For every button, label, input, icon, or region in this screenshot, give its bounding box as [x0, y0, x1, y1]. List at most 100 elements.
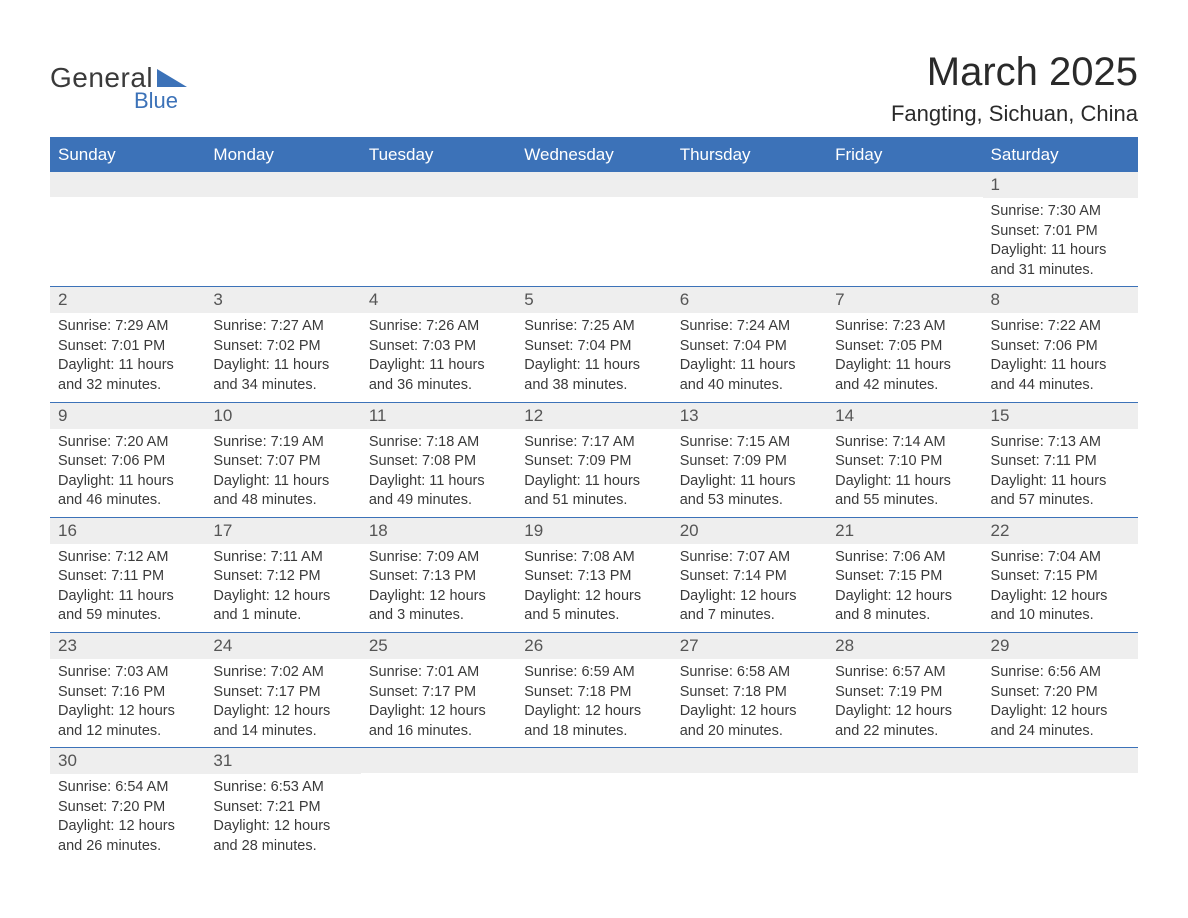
sunset-line: Sunset: 7:10 PM — [835, 452, 974, 472]
sunrise-line: Sunrise: 7:09 AM — [369, 548, 508, 568]
calendar-cell — [827, 748, 982, 863]
sunrise-line: Sunrise: 6:58 AM — [680, 663, 819, 683]
day-body: Sunrise: 7:11 AMSunset: 7:12 PMDaylight:… — [205, 544, 360, 632]
day-number: 5 — [516, 287, 671, 313]
day-body: Sunrise: 6:58 AMSunset: 7:18 PMDaylight:… — [672, 659, 827, 747]
sunrise-line: Sunrise: 7:19 AM — [213, 433, 352, 453]
calendar-week-row: 2Sunrise: 7:29 AMSunset: 7:01 PMDaylight… — [50, 287, 1138, 402]
calendar-cell: 4Sunrise: 7:26 AMSunset: 7:03 PMDaylight… — [361, 287, 516, 402]
day-body: Sunrise: 7:12 AMSunset: 7:11 PMDaylight:… — [50, 544, 205, 632]
calendar-cell: 7Sunrise: 7:23 AMSunset: 7:05 PMDaylight… — [827, 287, 982, 402]
day-body: Sunrise: 7:27 AMSunset: 7:02 PMDaylight:… — [205, 313, 360, 401]
calendar-week-row: 9Sunrise: 7:20 AMSunset: 7:06 PMDaylight… — [50, 402, 1138, 517]
calendar-cell — [983, 748, 1138, 863]
day-number: 7 — [827, 287, 982, 313]
calendar-cell: 29Sunrise: 6:56 AMSunset: 7:20 PMDayligh… — [983, 633, 1138, 748]
sunrise-line: Sunrise: 6:59 AM — [524, 663, 663, 683]
calendar-week-row: 16Sunrise: 7:12 AMSunset: 7:11 PMDayligh… — [50, 517, 1138, 632]
sunset-line: Sunset: 7:06 PM — [991, 337, 1130, 357]
calendar-cell: 14Sunrise: 7:14 AMSunset: 7:10 PMDayligh… — [827, 402, 982, 517]
header: General Blue March 2025 Fangting, Sichua… — [50, 50, 1138, 127]
day-body: Sunrise: 7:04 AMSunset: 7:15 PMDaylight:… — [983, 544, 1138, 632]
day-number: 6 — [672, 287, 827, 313]
day-number: 20 — [672, 518, 827, 544]
sunrise-line: Sunrise: 7:01 AM — [369, 663, 508, 683]
day-number: 13 — [672, 403, 827, 429]
day-number-empty — [827, 748, 982, 773]
sunset-line: Sunset: 7:17 PM — [369, 683, 508, 703]
day-body: Sunrise: 7:13 AMSunset: 7:11 PMDaylight:… — [983, 429, 1138, 517]
calendar-week-row: 23Sunrise: 7:03 AMSunset: 7:16 PMDayligh… — [50, 633, 1138, 748]
daylight-line: Daylight: 11 hours and 38 minutes. — [524, 356, 663, 395]
day-body-empty — [983, 773, 1138, 843]
daylight-line: Daylight: 12 hours and 26 minutes. — [58, 817, 197, 856]
sunset-line: Sunset: 7:05 PM — [835, 337, 974, 357]
day-number: 28 — [827, 633, 982, 659]
calendar-header-row: Sunday Monday Tuesday Wednesday Thursday… — [50, 138, 1138, 172]
sunset-line: Sunset: 7:09 PM — [524, 452, 663, 472]
sunrise-line: Sunrise: 7:15 AM — [680, 433, 819, 453]
day-number: 23 — [50, 633, 205, 659]
sunrise-line: Sunrise: 7:27 AM — [213, 317, 352, 337]
calendar-cell: 24Sunrise: 7:02 AMSunset: 7:17 PMDayligh… — [205, 633, 360, 748]
sunrise-line: Sunrise: 7:08 AM — [524, 548, 663, 568]
day-body: Sunrise: 7:26 AMSunset: 7:03 PMDaylight:… — [361, 313, 516, 401]
day-body: Sunrise: 7:03 AMSunset: 7:16 PMDaylight:… — [50, 659, 205, 747]
daylight-line: Daylight: 12 hours and 3 minutes. — [369, 587, 508, 626]
sunrise-line: Sunrise: 6:56 AM — [991, 663, 1130, 683]
sunset-line: Sunset: 7:01 PM — [991, 222, 1130, 242]
day-number: 10 — [205, 403, 360, 429]
day-number-empty — [50, 172, 205, 197]
day-number: 11 — [361, 403, 516, 429]
daylight-line: Daylight: 11 hours and 34 minutes. — [213, 356, 352, 395]
sunset-line: Sunset: 7:20 PM — [58, 798, 197, 818]
day-number-empty — [361, 748, 516, 773]
daylight-line: Daylight: 11 hours and 48 minutes. — [213, 472, 352, 511]
sunrise-line: Sunrise: 7:26 AM — [369, 317, 508, 337]
calendar-cell: 5 Sunrise: 7:25 AMSunset: 7:04 PMDaylight… — [516, 287, 671, 402]
day-number-empty — [205, 172, 360, 197]
sunset-line: Sunset: 7:19 PM — [835, 683, 974, 703]
sunset-line: Sunset: 7:01 PM — [58, 337, 197, 357]
col-tuesday: Tuesday — [361, 138, 516, 172]
daylight-line: Daylight: 12 hours and 18 minutes. — [524, 702, 663, 741]
calendar-cell — [672, 748, 827, 863]
location: Fangting, Sichuan, China — [891, 101, 1138, 127]
sunset-line: Sunset: 7:04 PM — [524, 337, 663, 357]
sunset-line: Sunset: 7:08 PM — [369, 452, 508, 472]
sunset-line: Sunset: 7:18 PM — [680, 683, 819, 703]
calendar-cell: 8Sunrise: 7:22 AMSunset: 7:06 PMDaylight… — [983, 287, 1138, 402]
calendar-cell: 3Sunrise: 7:27 AMSunset: 7:02 PMDaylight… — [205, 287, 360, 402]
day-body: Sunrise: 7:30 AMSunset: 7:01 PMDaylight:… — [983, 198, 1138, 286]
calendar-cell: 19Sunrise: 7:08 AMSunset: 7:13 PMDayligh… — [516, 517, 671, 632]
day-body-empty — [50, 197, 205, 267]
calendar-cell — [827, 172, 982, 287]
day-number: 9 — [50, 403, 205, 429]
day-number: 15 — [983, 403, 1138, 429]
day-number-empty — [516, 748, 671, 773]
logo-line2: Blue — [134, 88, 187, 114]
day-body-empty — [205, 197, 360, 267]
day-number: 22 — [983, 518, 1138, 544]
calendar-cell — [50, 172, 205, 287]
day-number-empty — [516, 172, 671, 197]
sunrise-line: Sunrise: 7:18 AM — [369, 433, 508, 453]
day-body: Sunrise: 7:08 AMSunset: 7:13 PMDaylight:… — [516, 544, 671, 632]
calendar-cell: 15Sunrise: 7:13 AMSunset: 7:11 PMDayligh… — [983, 402, 1138, 517]
day-body: Sunrise: 7:29 AMSunset: 7:01 PMDaylight:… — [50, 313, 205, 401]
sunset-line: Sunset: 7:13 PM — [369, 567, 508, 587]
sunrise-line: Sunrise: 7:13 AM — [991, 433, 1130, 453]
day-body: Sunrise: 6:54 AMSunset: 7:20 PMDaylight:… — [50, 774, 205, 862]
daylight-line: Daylight: 11 hours and 40 minutes. — [680, 356, 819, 395]
sunrise-line: Sunrise: 7:25 AM — [524, 317, 663, 337]
day-number: 31 — [205, 748, 360, 774]
day-body-empty — [516, 197, 671, 267]
day-body: Sunrise: 7:24 AMSunset: 7:04 PMDaylight:… — [672, 313, 827, 401]
day-body-empty — [361, 197, 516, 267]
day-number: 25 — [361, 633, 516, 659]
sunrise-line: Sunrise: 7:04 AM — [991, 548, 1130, 568]
calendar-cell: 18Sunrise: 7:09 AMSunset: 7:13 PMDayligh… — [361, 517, 516, 632]
sunset-line: Sunset: 7:02 PM — [213, 337, 352, 357]
sunset-line: Sunset: 7:09 PM — [680, 452, 819, 472]
daylight-line: Daylight: 12 hours and 1 minute. — [213, 587, 352, 626]
